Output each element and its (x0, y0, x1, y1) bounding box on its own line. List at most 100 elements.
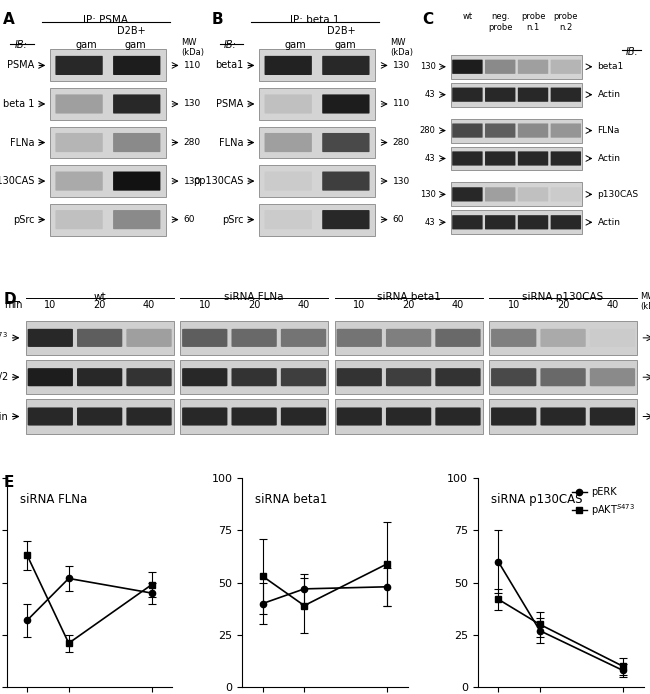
Text: 280: 280 (393, 138, 410, 147)
Text: 130: 130 (393, 176, 410, 185)
FancyBboxPatch shape (265, 133, 312, 152)
Text: Actin: Actin (0, 412, 8, 421)
FancyBboxPatch shape (489, 400, 637, 434)
Text: siRNA p130CAS: siRNA p130CAS (491, 493, 582, 506)
FancyBboxPatch shape (518, 215, 548, 230)
FancyBboxPatch shape (337, 368, 382, 387)
Text: wt: wt (462, 12, 473, 22)
Text: siRNA FLNa: siRNA FLNa (224, 291, 284, 302)
FancyBboxPatch shape (322, 133, 370, 152)
FancyBboxPatch shape (485, 151, 515, 166)
FancyBboxPatch shape (25, 400, 174, 434)
Text: siRNA p130CAS: siRNA p130CAS (523, 291, 604, 302)
FancyBboxPatch shape (551, 60, 581, 74)
FancyBboxPatch shape (77, 368, 122, 387)
FancyBboxPatch shape (518, 87, 548, 102)
Text: FLNa: FLNa (597, 126, 620, 135)
Text: pSrc: pSrc (222, 214, 244, 225)
FancyBboxPatch shape (281, 329, 326, 347)
FancyBboxPatch shape (485, 87, 515, 102)
FancyBboxPatch shape (485, 124, 515, 137)
Text: 20: 20 (248, 301, 260, 310)
FancyBboxPatch shape (265, 171, 312, 191)
FancyBboxPatch shape (281, 407, 326, 425)
FancyBboxPatch shape (281, 368, 326, 387)
Text: A: A (3, 12, 14, 27)
Text: 43: 43 (425, 154, 436, 163)
FancyBboxPatch shape (265, 56, 312, 75)
Text: IP: beta 1: IP: beta 1 (291, 15, 340, 25)
FancyBboxPatch shape (590, 368, 635, 387)
Text: gam: gam (75, 40, 97, 50)
FancyBboxPatch shape (50, 88, 166, 120)
Text: beta1: beta1 (215, 60, 244, 70)
Text: D2B+: D2B+ (326, 26, 355, 35)
FancyBboxPatch shape (259, 126, 374, 158)
FancyBboxPatch shape (265, 210, 312, 229)
FancyBboxPatch shape (113, 94, 161, 114)
Text: pERK1/2: pERK1/2 (0, 372, 8, 382)
Text: 110: 110 (393, 99, 410, 108)
FancyBboxPatch shape (386, 407, 431, 425)
Text: beta 1: beta 1 (3, 99, 34, 109)
FancyBboxPatch shape (485, 187, 515, 201)
Text: siRNA beta1: siRNA beta1 (376, 291, 441, 302)
FancyBboxPatch shape (322, 171, 370, 191)
FancyBboxPatch shape (55, 94, 103, 114)
Text: neg.
probe: neg. probe (488, 12, 512, 32)
FancyBboxPatch shape (231, 407, 277, 425)
FancyBboxPatch shape (451, 55, 582, 78)
Text: IB:: IB: (14, 40, 27, 50)
FancyBboxPatch shape (113, 171, 161, 191)
Text: 20: 20 (94, 301, 106, 310)
FancyBboxPatch shape (485, 215, 515, 230)
Text: 130: 130 (420, 190, 436, 199)
Text: siRNA beta1: siRNA beta1 (255, 493, 328, 506)
FancyBboxPatch shape (28, 368, 73, 387)
Text: C: C (422, 12, 434, 27)
Text: E: E (3, 475, 14, 491)
Text: PSMA: PSMA (7, 60, 34, 70)
FancyBboxPatch shape (182, 407, 228, 425)
Text: 40: 40 (452, 301, 464, 310)
Text: IP: PSMA: IP: PSMA (83, 15, 129, 25)
FancyBboxPatch shape (182, 368, 228, 387)
FancyBboxPatch shape (518, 124, 548, 137)
FancyBboxPatch shape (126, 329, 172, 347)
Text: beta1: beta1 (597, 62, 624, 71)
FancyBboxPatch shape (77, 407, 122, 425)
FancyBboxPatch shape (55, 133, 103, 152)
Text: 10: 10 (508, 301, 520, 310)
FancyBboxPatch shape (77, 329, 122, 347)
Text: 43: 43 (425, 218, 436, 227)
FancyBboxPatch shape (551, 151, 581, 166)
FancyBboxPatch shape (386, 329, 431, 347)
Text: gam: gam (125, 40, 146, 50)
FancyBboxPatch shape (337, 329, 382, 347)
FancyBboxPatch shape (551, 124, 581, 137)
FancyBboxPatch shape (451, 83, 582, 107)
Text: 10: 10 (353, 301, 365, 310)
FancyBboxPatch shape (259, 49, 374, 81)
FancyBboxPatch shape (335, 400, 483, 434)
Text: B: B (212, 12, 224, 27)
FancyBboxPatch shape (436, 368, 480, 387)
Text: siRNA FLNa: siRNA FLNa (20, 493, 87, 506)
Text: gam: gam (284, 40, 306, 50)
FancyBboxPatch shape (28, 329, 73, 347)
Text: 40: 40 (298, 301, 309, 310)
FancyBboxPatch shape (265, 94, 312, 114)
FancyBboxPatch shape (113, 56, 161, 75)
Text: 10: 10 (199, 301, 211, 310)
FancyBboxPatch shape (231, 368, 277, 387)
Text: 130: 130 (420, 62, 436, 71)
Text: min: min (4, 301, 22, 310)
Text: 40: 40 (606, 301, 619, 310)
Text: Actin: Actin (597, 154, 621, 163)
Text: 60: 60 (393, 215, 404, 224)
FancyBboxPatch shape (50, 49, 166, 81)
Text: MW
(kDa): MW (kDa) (391, 37, 413, 57)
FancyBboxPatch shape (386, 368, 431, 387)
Text: D2B+: D2B+ (118, 26, 146, 35)
FancyBboxPatch shape (231, 329, 277, 347)
